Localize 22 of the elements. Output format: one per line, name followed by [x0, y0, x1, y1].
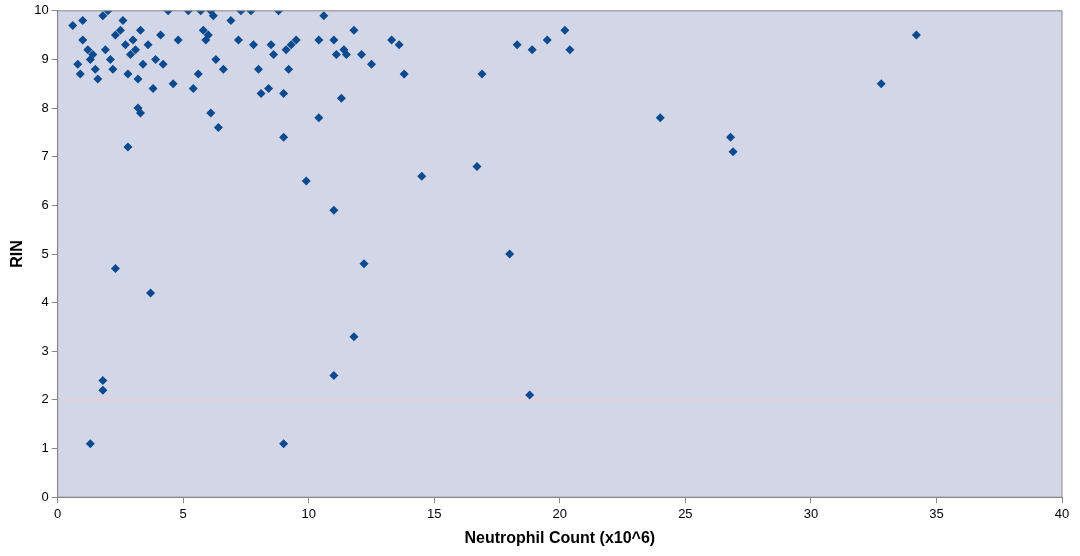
x-tick-label: 25: [678, 505, 693, 521]
x-axis-title: Neutrophil Count (x10^6): [464, 528, 656, 546]
y-tick-label: 0: [41, 488, 49, 504]
y-tick-label: 9: [41, 51, 49, 67]
y-tick-label: 8: [41, 99, 49, 115]
y-tick-label: 10: [34, 2, 49, 18]
y-tick-label: 7: [41, 148, 49, 164]
x-tick-label: 35: [929, 505, 944, 521]
x-tick-label: 5: [179, 505, 187, 521]
x-tick-label: 10: [301, 505, 316, 521]
y-tick-label: 4: [41, 294, 49, 310]
y-axis-title: RIN: [8, 240, 26, 268]
x-tick-label: 30: [803, 505, 819, 521]
y-tick-label: 3: [41, 342, 49, 358]
x-tick-label: 15: [427, 505, 442, 521]
x-tick-label: 0: [54, 505, 62, 521]
y-tick-label: 2: [41, 391, 49, 407]
y-tick-label: 6: [41, 196, 49, 212]
y-tick-label: 5: [41, 245, 49, 261]
x-tick-label: 40: [1054, 505, 1070, 521]
x-tick-label: 20: [552, 505, 568, 521]
y-tick-label: 1: [41, 440, 49, 456]
